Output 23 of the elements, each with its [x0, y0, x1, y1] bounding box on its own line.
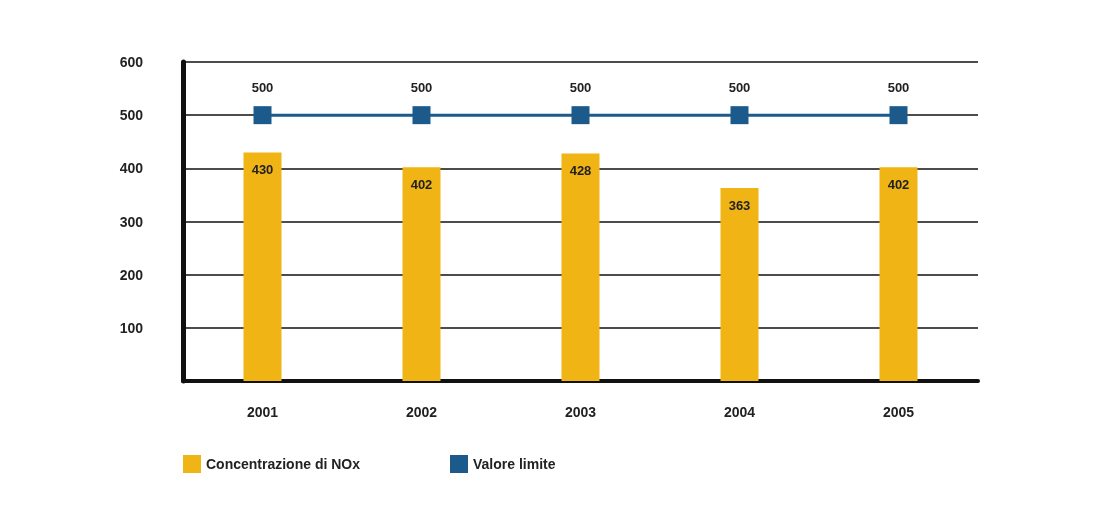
data-label: 500: [887, 80, 910, 96]
y-tick-label: 400: [119, 160, 144, 177]
x-tick-label: 2001: [246, 404, 279, 420]
x-tick-label: 2003: [564, 404, 597, 420]
data-label: 363: [728, 198, 751, 214]
y-tick-label: 200: [119, 266, 144, 283]
data-label: 402: [410, 177, 433, 193]
data-label: 500: [410, 80, 433, 96]
legend-label: Valore limite: [473, 456, 556, 472]
x-tick-label: 2005: [882, 404, 915, 420]
x-tick-label: 2002: [405, 404, 438, 420]
x-tick-label: 2004: [723, 404, 756, 420]
y-tick-label: 300: [119, 213, 144, 230]
data-label: 500: [728, 80, 751, 96]
data-label: 500: [251, 80, 274, 96]
y-tick-label: 500: [119, 107, 144, 124]
data-label: 428: [569, 163, 592, 179]
legend-label: Concentrazione di NOx: [206, 456, 361, 472]
data-label: 430: [251, 162, 274, 178]
data-label: 402: [887, 177, 910, 193]
y-tick-label: 600: [119, 54, 144, 70]
y-tick-label: 100: [119, 319, 144, 336]
data-label: 500: [569, 80, 592, 96]
